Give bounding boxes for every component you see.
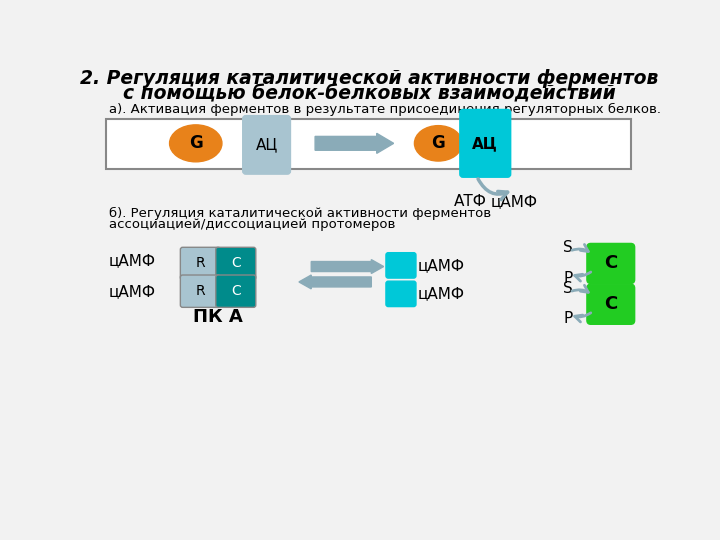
Text: ПК А: ПК А <box>193 308 243 326</box>
FancyBboxPatch shape <box>180 247 220 280</box>
Text: R: R <box>396 258 406 272</box>
Text: цАМФ: цАМФ <box>418 258 464 273</box>
Text: цАМФ: цАМФ <box>109 285 156 300</box>
FancyBboxPatch shape <box>216 275 256 307</box>
Text: S: S <box>563 240 572 255</box>
Text: S: S <box>563 281 572 295</box>
FancyBboxPatch shape <box>587 244 634 284</box>
FancyBboxPatch shape <box>216 247 256 280</box>
FancyBboxPatch shape <box>180 275 220 307</box>
Text: P: P <box>563 312 572 326</box>
Text: с помощью белок-белковых взаимодействий: с помощью белок-белковых взаимодействий <box>122 85 616 104</box>
Text: C: C <box>231 256 240 271</box>
FancyBboxPatch shape <box>386 253 416 278</box>
Text: R: R <box>196 284 205 298</box>
FancyArrow shape <box>299 275 372 289</box>
Text: цАМФ: цАМФ <box>109 254 156 268</box>
Text: R: R <box>396 287 406 301</box>
Text: а). Активация ферментов в результате присоединения регуляторных белков.: а). Активация ферментов в результате при… <box>109 103 661 116</box>
Bar <box>106 119 631 168</box>
Text: C: C <box>231 284 240 298</box>
Ellipse shape <box>170 125 222 162</box>
Text: б). Регуляция каталитической активности ферментов: б). Регуляция каталитической активности … <box>109 207 491 220</box>
Text: АЦ: АЦ <box>256 137 278 152</box>
Text: C: C <box>604 295 618 313</box>
Text: АТФ: АТФ <box>454 194 487 210</box>
Text: цАМФ: цАМФ <box>490 194 537 210</box>
Text: цАМФ: цАМФ <box>418 286 464 301</box>
Text: P: P <box>563 271 572 286</box>
FancyArrow shape <box>311 260 384 273</box>
Text: R: R <box>196 256 205 271</box>
FancyBboxPatch shape <box>460 110 510 177</box>
Text: G: G <box>431 134 445 152</box>
Ellipse shape <box>415 126 462 161</box>
FancyBboxPatch shape <box>386 281 416 307</box>
Text: G: G <box>189 134 202 152</box>
FancyBboxPatch shape <box>243 116 290 174</box>
Text: C: C <box>604 254 618 273</box>
FancyBboxPatch shape <box>587 284 634 325</box>
Text: 2. Регуляция каталитической активности ферментов: 2. Регуляция каталитической активности ф… <box>80 69 658 88</box>
Text: ассоциацией/диссоциацией протомеров: ассоциацией/диссоциацией протомеров <box>109 219 395 232</box>
FancyArrow shape <box>315 133 394 153</box>
Text: АЦ: АЦ <box>472 136 498 151</box>
